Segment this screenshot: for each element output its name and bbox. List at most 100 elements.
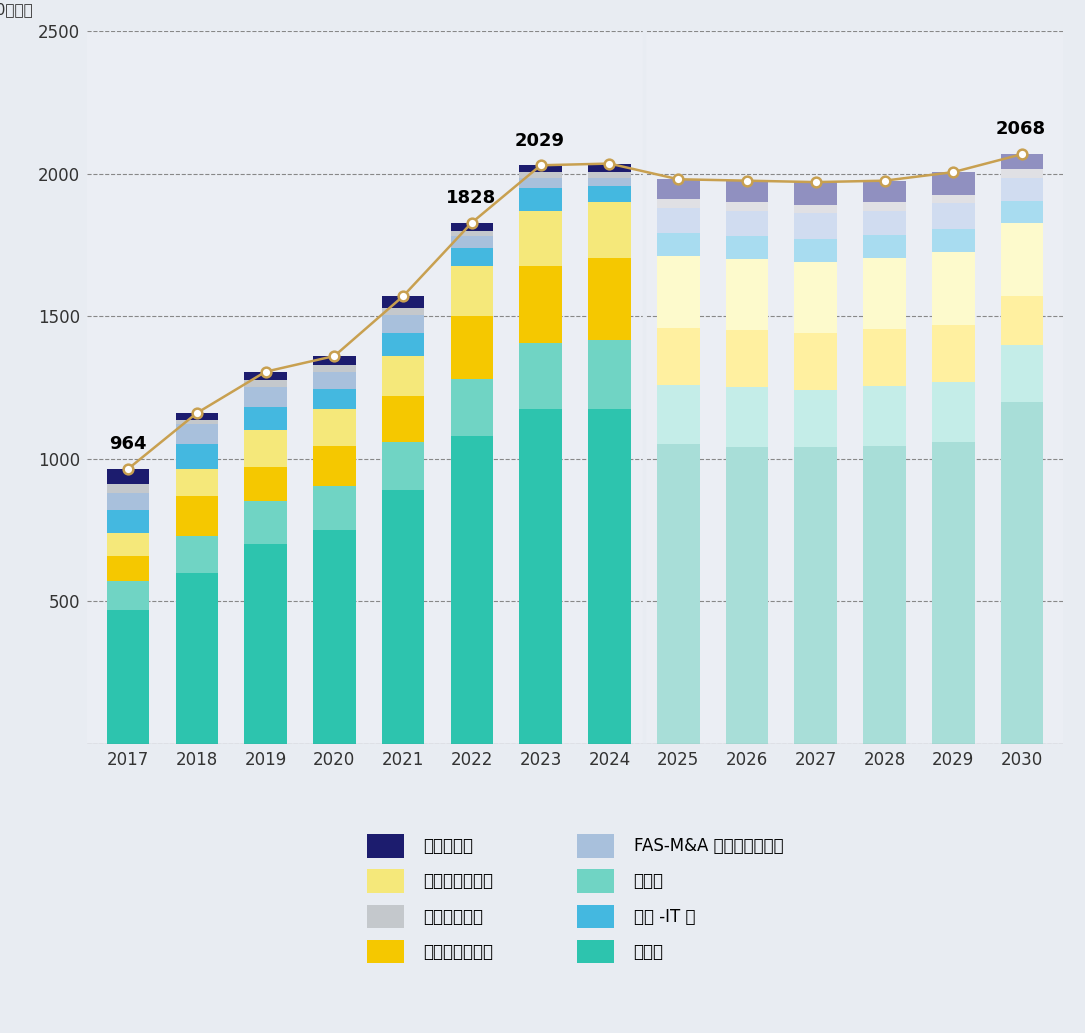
Bar — [244, 380, 286, 387]
Bar — [450, 237, 494, 248]
Bar — [106, 484, 150, 493]
Bar — [864, 234, 906, 257]
Bar — [726, 387, 768, 447]
Bar — [794, 262, 837, 334]
Bar — [450, 316, 494, 379]
Bar — [176, 469, 218, 496]
Bar — [726, 181, 768, 202]
Bar — [794, 239, 837, 262]
Bar — [520, 173, 562, 178]
Bar — [1000, 402, 1044, 744]
Text: 964: 964 — [108, 435, 146, 453]
Bar — [314, 409, 356, 446]
Bar — [244, 501, 286, 544]
Bar — [244, 372, 286, 380]
Bar — [450, 248, 494, 267]
Bar — [864, 181, 906, 202]
Y-axis label: （10億円）: （10億円） — [0, 2, 33, 17]
Bar — [656, 208, 700, 233]
Bar — [382, 490, 424, 744]
Bar — [794, 447, 837, 744]
Bar — [106, 469, 150, 484]
Bar — [314, 388, 356, 409]
Bar — [588, 186, 630, 202]
Bar — [106, 582, 150, 609]
Text: 1828: 1828 — [446, 189, 496, 207]
Bar — [244, 387, 286, 407]
Bar — [106, 556, 150, 582]
Bar — [864, 386, 906, 446]
Bar — [520, 178, 562, 188]
Bar — [450, 222, 494, 230]
Bar — [176, 413, 218, 420]
Bar — [520, 188, 562, 211]
Bar — [106, 510, 150, 533]
Bar — [726, 211, 768, 237]
Text: 2068: 2068 — [996, 121, 1046, 138]
Bar — [314, 356, 356, 365]
Bar — [656, 233, 700, 256]
Bar — [244, 544, 286, 744]
Bar — [794, 334, 837, 390]
Bar — [588, 340, 630, 409]
Bar — [588, 178, 630, 186]
Bar — [932, 173, 974, 195]
Bar — [656, 256, 700, 327]
Bar — [726, 447, 768, 744]
Bar — [520, 343, 562, 409]
Bar — [656, 199, 700, 208]
Bar — [450, 379, 494, 436]
Bar — [520, 267, 562, 343]
Bar — [176, 572, 218, 744]
Bar — [382, 296, 424, 308]
Bar — [244, 407, 286, 430]
Bar — [656, 180, 700, 199]
Bar — [176, 425, 218, 444]
Bar — [656, 327, 700, 384]
Bar — [176, 496, 218, 536]
Bar — [314, 446, 356, 486]
Bar — [588, 257, 630, 340]
Bar — [382, 308, 424, 315]
Bar — [864, 328, 906, 386]
Bar — [314, 365, 356, 372]
Bar — [932, 252, 974, 324]
Bar — [106, 533, 150, 556]
Bar — [106, 493, 150, 510]
Bar — [1000, 296, 1044, 345]
Bar — [932, 441, 974, 744]
Bar — [932, 229, 974, 252]
Bar — [520, 211, 562, 267]
Bar — [656, 444, 700, 744]
Bar — [726, 202, 768, 211]
Bar — [382, 356, 424, 396]
Bar — [244, 467, 286, 501]
Bar — [1000, 200, 1044, 223]
Bar — [520, 409, 562, 744]
Bar — [588, 173, 630, 178]
Bar — [176, 444, 218, 469]
Bar — [314, 530, 356, 744]
Legend: 組織人事系, シンクタンク系, 中小企業向け, 業務ビジネス系, FAS-M&A 系、事業再生系, 戦略系, 業務 -IT 系, 総合系: 組織人事系, シンクタンク系, 中小企業向け, 業務ビジネス系, FAS-M&A… — [367, 834, 783, 964]
Bar — [1000, 169, 1044, 178]
Bar — [588, 163, 630, 173]
Bar — [932, 324, 974, 381]
Bar — [932, 381, 974, 441]
Bar — [794, 182, 837, 205]
Bar — [106, 609, 150, 744]
Bar — [1000, 154, 1044, 169]
Bar — [1000, 345, 1044, 402]
Bar — [382, 396, 424, 441]
Bar — [932, 195, 974, 204]
Bar — [588, 409, 630, 744]
Bar — [656, 384, 700, 444]
Bar — [450, 230, 494, 237]
Bar — [520, 165, 562, 173]
Bar — [794, 205, 837, 214]
Bar — [794, 214, 837, 239]
Bar — [176, 420, 218, 425]
Bar — [176, 536, 218, 572]
Bar — [450, 436, 494, 744]
Bar — [726, 237, 768, 259]
Bar — [314, 486, 356, 530]
